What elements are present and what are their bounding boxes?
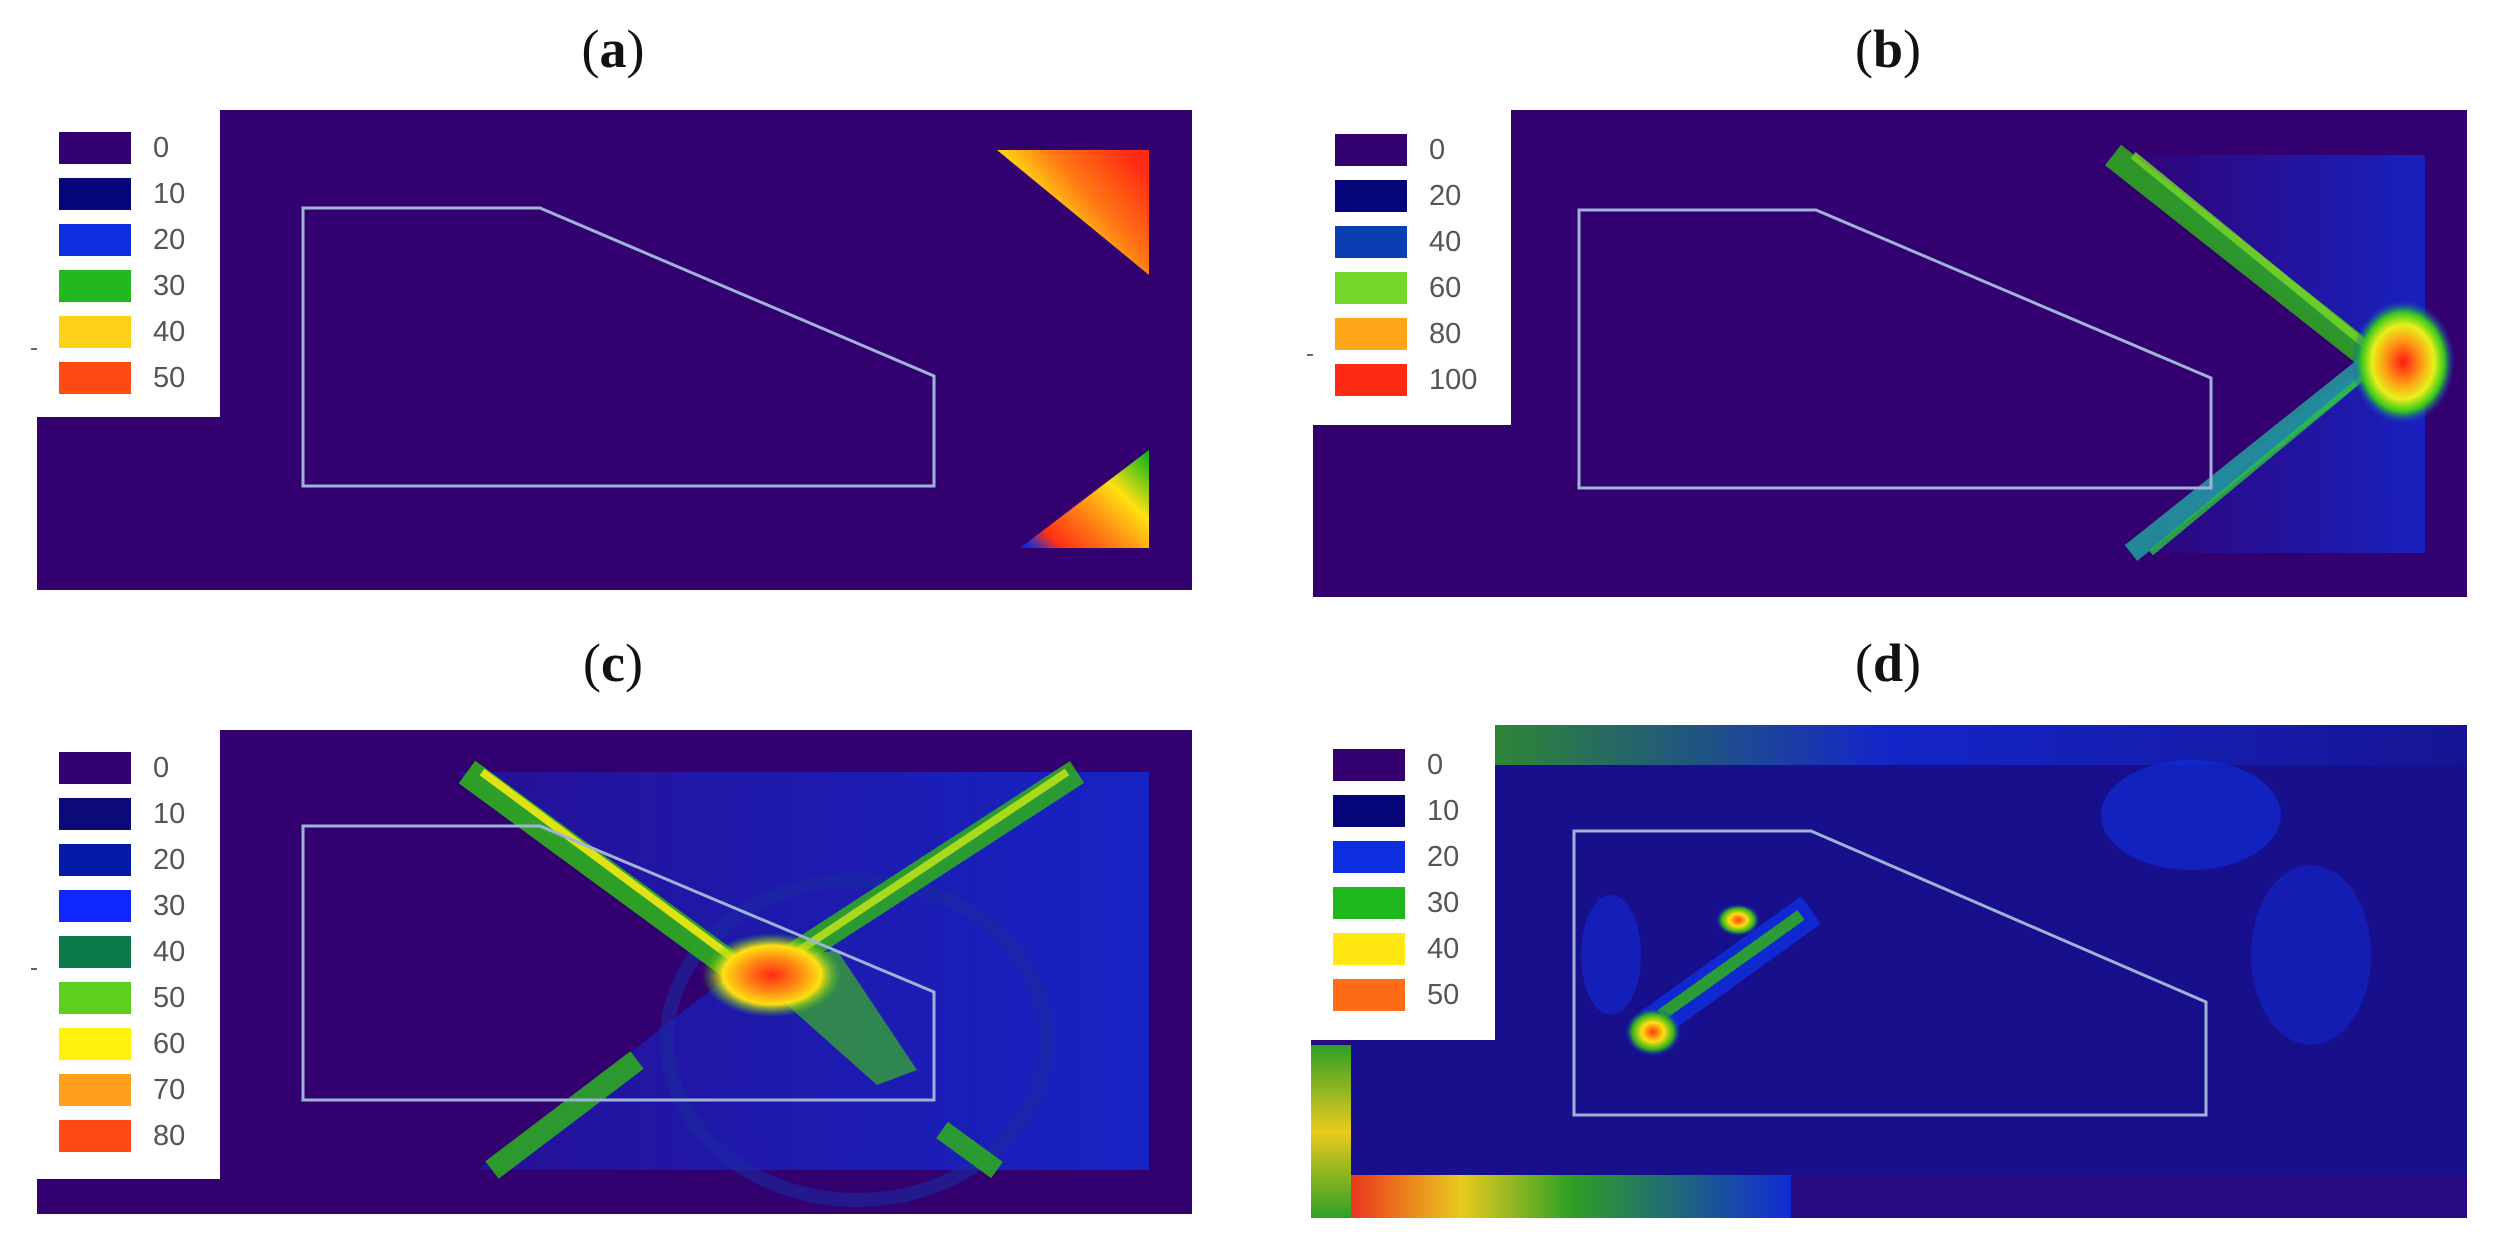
scatter-hotspot-main (1625, 1008, 1681, 1056)
legend-value: 50 (153, 362, 186, 394)
legend-value: 20 (1427, 841, 1460, 873)
panel-d-legend: 0 10 20 30 40 50 (1311, 725, 1495, 1040)
wave-front-upper-core (2130, 151, 2381, 359)
legend-swatch (1333, 795, 1405, 827)
legend-value: 20 (153, 224, 186, 256)
panel-d-label: (d) (1854, 633, 1921, 693)
wave-front-lower-left (485, 1051, 644, 1179)
top-band (1495, 725, 2467, 765)
blob-right (2251, 865, 2371, 1045)
legend-value: 50 (1427, 979, 1460, 1011)
legend-value: 100 (1429, 364, 1478, 396)
panel-b-legend: 0 20 40 60 80 100 (1313, 110, 1511, 425)
blob-upper-right (2101, 760, 2281, 870)
structure-outline (1572, 829, 2208, 1117)
legend-swatch (59, 132, 131, 164)
legend-swatch (59, 178, 131, 210)
panel-b-label: (b) (1854, 19, 1921, 79)
legend-swatch (59, 982, 131, 1014)
legend-value: 0 (153, 132, 170, 164)
legend-swatch (59, 316, 131, 348)
panel-a-label: (a) (581, 19, 645, 79)
wave-front-upper (2104, 144, 2382, 371)
structure-outline (1577, 208, 2213, 490)
legend-swatch (1335, 318, 1407, 350)
legend-swatch (1335, 226, 1407, 258)
wave-front-right-core (794, 768, 1070, 956)
legend-value: 40 (153, 316, 186, 348)
legend-value: 60 (1429, 272, 1462, 304)
wave-fan (2093, 155, 2425, 553)
structure-outline (301, 824, 936, 1102)
legend-value: 80 (1429, 318, 1462, 350)
panel-c-axis-tick (31, 968, 37, 970)
legend-value: 20 (1429, 180, 1462, 212)
panel-b-field (1313, 110, 2467, 597)
legend-swatch (1333, 841, 1405, 873)
legend-swatch (59, 1074, 131, 1106)
legend-value: 40 (1429, 226, 1462, 258)
legend-swatch (1335, 134, 1407, 166)
legend-swatch (59, 362, 131, 394)
structure-outline (301, 206, 936, 488)
scatter-streak-core (1657, 910, 1805, 1020)
legend-value: 30 (153, 890, 186, 922)
legend-swatch (59, 844, 131, 876)
legend-value: 0 (153, 752, 170, 784)
legend-value: 40 (153, 936, 186, 968)
panel-c-field (37, 730, 1192, 1214)
panel-b-axis-tick (1307, 354, 1313, 356)
panel-a-legend: 0 10 20 30 40 50 (37, 110, 220, 417)
field-background (37, 110, 1192, 590)
legend-swatch (1335, 180, 1407, 212)
legend-swatch (59, 224, 131, 256)
legend-swatch (59, 798, 131, 830)
legend-swatch (1333, 749, 1405, 781)
legend-swatch (1335, 364, 1407, 396)
legend-value: 50 (153, 982, 186, 1014)
legend-swatch (1335, 272, 1407, 304)
legend-value: 70 (153, 1074, 186, 1106)
focus-hotspot (702, 933, 842, 1017)
legend-value: 10 (153, 798, 186, 830)
shadow-ring (660, 873, 1054, 1207)
legend-value: 0 (1429, 134, 1446, 166)
legend-value: 60 (153, 1028, 186, 1060)
left-band (1311, 1045, 1351, 1218)
legend-swatch (59, 270, 131, 302)
wave-front-lower-core (2149, 362, 2380, 556)
wave-front-lower (2124, 352, 2380, 561)
legend-value: 10 (153, 178, 186, 210)
panel-c-legend: 0 10 20 30 40 50 60 70 80 (37, 730, 220, 1179)
legend-swatch (1333, 887, 1405, 919)
legend-value: 30 (1427, 887, 1460, 919)
panel-a-field (37, 110, 1192, 590)
legend-swatch (1333, 979, 1405, 1011)
bottom-band (1351, 1175, 1791, 1218)
scatter-hotspot-upper (1716, 904, 1760, 936)
legend-swatch (59, 1028, 131, 1060)
hot-region-lower (1020, 450, 1149, 548)
legend-swatch (59, 890, 131, 922)
wave-front-left-core (479, 768, 745, 969)
legend-value: 30 (153, 270, 186, 302)
panel-d-field (1311, 725, 2467, 1218)
legend-value: 10 (1427, 795, 1460, 827)
legend-swatch (59, 1120, 131, 1152)
legend-value: 0 (1427, 749, 1444, 781)
wave-front-lower-right (936, 1121, 1003, 1179)
legend-value: 20 (153, 844, 186, 876)
legend-swatch (1333, 933, 1405, 965)
scatter-blob-left (1581, 895, 1641, 1015)
wave-front-left (458, 760, 746, 982)
legend-value: 80 (153, 1120, 186, 1152)
legend-value: 40 (1427, 933, 1460, 965)
legend-swatch (59, 936, 131, 968)
hot-region-upper (997, 150, 1149, 275)
legend-swatch (59, 752, 131, 784)
panel-c-label: (c) (583, 633, 643, 693)
focus-hotspot (2351, 300, 2455, 424)
scattered-field (1351, 765, 2467, 1175)
panel-a-axis-tick (31, 348, 37, 350)
